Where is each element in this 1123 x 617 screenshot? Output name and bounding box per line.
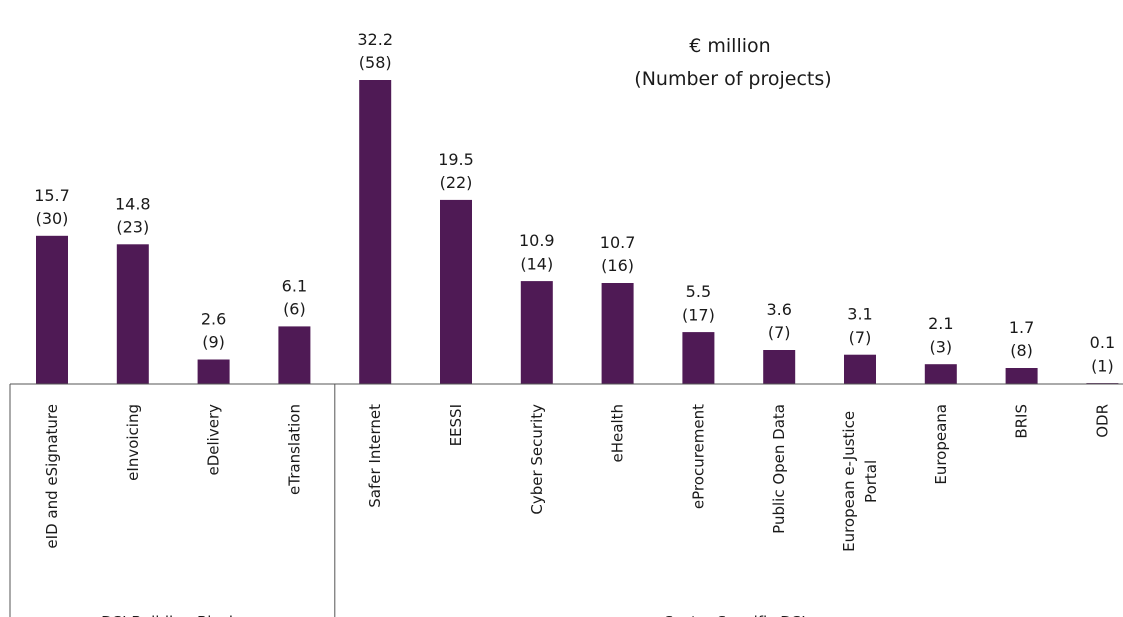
category-label-2: eDelivery bbox=[205, 404, 223, 476]
category-label-5: EESSI bbox=[447, 404, 465, 446]
value-label-10: 3.1 bbox=[847, 305, 872, 324]
value-label-13: 0.1 bbox=[1090, 333, 1115, 352]
value-label-12: 1.7 bbox=[1009, 318, 1034, 337]
value-label-6: 10.9 bbox=[519, 231, 555, 250]
project-count-label-2: (9) bbox=[202, 333, 225, 352]
value-label-5: 19.5 bbox=[438, 150, 474, 169]
category-label-12: BRIS bbox=[1013, 404, 1031, 439]
project-count-label-5: (22) bbox=[440, 173, 473, 192]
category-label-11: Europeana bbox=[932, 404, 950, 485]
group-labels: DSI Building Blocks Sector Specific DSIs bbox=[101, 613, 814, 617]
data-label-10: 3.1 (7) bbox=[847, 305, 872, 347]
project-count-label-10: (7) bbox=[849, 328, 872, 347]
category-label-6-line-0: Cyber Security bbox=[528, 404, 546, 515]
data-label-12: 1.7 (8) bbox=[1009, 318, 1034, 360]
category-label-4-line-0: Safer Internet bbox=[366, 404, 384, 508]
value-label-7: 10.7 bbox=[600, 233, 636, 252]
project-count-label-0: (30) bbox=[36, 209, 69, 228]
data-label-13: 0.1 (1) bbox=[1090, 333, 1115, 375]
chart-subtitle-line-1: € million bbox=[689, 35, 770, 57]
category-label-10-line-1: Portal bbox=[862, 460, 880, 503]
project-count-label-1: (23) bbox=[116, 218, 149, 237]
data-label-9: 3.6 (7) bbox=[766, 300, 791, 342]
project-count-label-9: (7) bbox=[768, 323, 791, 342]
bar-0 bbox=[36, 235, 68, 384]
bar-10 bbox=[844, 354, 876, 384]
project-count-label-7: (16) bbox=[601, 256, 634, 275]
project-count-label-12: (8) bbox=[1010, 341, 1033, 360]
project-count-label-4: (58) bbox=[359, 53, 392, 72]
value-label-1: 14.8 bbox=[115, 194, 151, 213]
project-count-label-11: (3) bbox=[929, 337, 952, 356]
value-label-3: 6.1 bbox=[282, 276, 307, 295]
category-label-3-line-0: eTranslation bbox=[285, 404, 303, 495]
value-label-2: 2.6 bbox=[201, 310, 226, 329]
bar-6 bbox=[520, 281, 553, 384]
category-label-10: European e-Justice Portal bbox=[840, 411, 880, 552]
data-label-6: 10.9 (14) bbox=[519, 231, 555, 273]
category-label-8-line-0: eProcurement bbox=[689, 404, 707, 509]
value-label-9: 3.6 bbox=[766, 300, 791, 319]
category-label-4: Safer Internet bbox=[366, 404, 384, 508]
category-label-3: eTranslation bbox=[285, 404, 303, 495]
category-labels: eID and eSignature eInvoicing eDelivery eTr… bbox=[43, 404, 1111, 552]
data-label-2: 2.6 (9) bbox=[201, 310, 226, 352]
bar-3 bbox=[278, 326, 311, 384]
category-label-5-line-0: EESSI bbox=[447, 404, 465, 446]
value-label-8: 5.5 bbox=[686, 282, 711, 301]
data-label-4: 32.2 (58) bbox=[357, 30, 393, 72]
bar-9 bbox=[763, 350, 796, 384]
x-axis bbox=[9, 383, 1123, 617]
group-label-0: DSI Building Blocks bbox=[101, 613, 245, 617]
bar-4 bbox=[359, 80, 392, 384]
project-count-label-8: (17) bbox=[682, 305, 715, 324]
bar-2 bbox=[197, 359, 230, 384]
bars bbox=[36, 80, 1119, 384]
category-label-7: eHealth bbox=[609, 404, 627, 462]
category-label-10-line-0: European e-Justice bbox=[840, 411, 858, 552]
category-label-2-line-0: eDelivery bbox=[205, 404, 223, 476]
category-label-0: eID and eSignature bbox=[43, 404, 61, 549]
data-label-1: 14.8 (23) bbox=[115, 194, 151, 236]
data-label-5: 19.5 (22) bbox=[438, 150, 474, 192]
project-count-label-6: (14) bbox=[520, 254, 553, 273]
category-label-12-line-0: BRIS bbox=[1013, 404, 1031, 439]
value-label-11: 2.1 bbox=[928, 314, 953, 333]
category-label-1-line-0: eInvoicing bbox=[124, 404, 142, 481]
category-label-9-line-0: Public Open Data bbox=[770, 404, 788, 534]
group-label-1: Sector Specific DSIs bbox=[664, 613, 814, 617]
category-label-7-line-0: eHealth bbox=[609, 404, 627, 462]
category-label-1: eInvoicing bbox=[124, 404, 142, 481]
data-label-3: 6.1 (6) bbox=[282, 276, 307, 318]
category-label-9: Public Open Data bbox=[770, 404, 788, 534]
bar-1 bbox=[116, 244, 149, 384]
category-label-6: Cyber Security bbox=[528, 404, 546, 515]
data-label-0: 15.7 (30) bbox=[34, 186, 70, 228]
project-count-label-13: (1) bbox=[1091, 356, 1114, 375]
data-label-7: 10.7 (16) bbox=[600, 233, 636, 275]
category-label-0-line-0: eID and eSignature bbox=[43, 404, 61, 549]
bar-7 bbox=[601, 283, 634, 384]
chart-subtitle-line-2: (Number of projects) bbox=[634, 68, 831, 90]
data-label-11: 2.1 (3) bbox=[928, 314, 953, 356]
bar-8 bbox=[682, 332, 715, 384]
value-label-0: 15.7 bbox=[34, 186, 70, 205]
value-label-4: 32.2 bbox=[357, 30, 393, 49]
category-label-13: ODR bbox=[1093, 404, 1111, 438]
category-label-11-line-0: Europeana bbox=[932, 404, 950, 485]
category-label-8: eProcurement bbox=[689, 404, 707, 509]
project-count-label-3: (6) bbox=[283, 300, 306, 319]
bar-11 bbox=[924, 364, 957, 384]
chart-subtitle: € million (Number of projects) bbox=[634, 35, 831, 90]
bar-12 bbox=[1005, 368, 1038, 384]
category-label-13-line-0: ODR bbox=[1093, 404, 1111, 438]
bar-5 bbox=[440, 199, 472, 384]
data-labels: 15.7 (30)14.8 (23)2.6 (9)6.1 (6)32.2 (58)19.5… bbox=[34, 30, 1115, 375]
data-label-8: 5.5 (17) bbox=[682, 282, 715, 324]
